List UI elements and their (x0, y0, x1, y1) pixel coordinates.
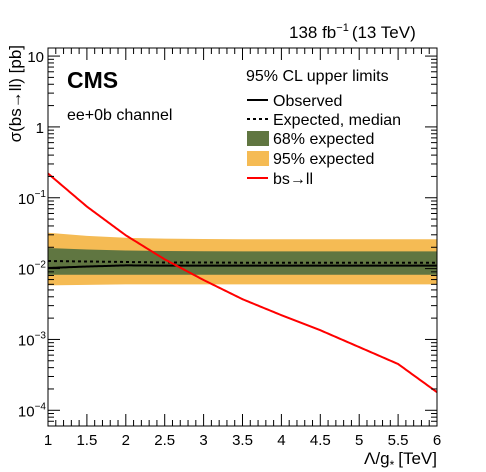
experiment-label: CMS (67, 67, 118, 93)
y-tick-label: 10−1 (18, 189, 47, 208)
x-tick-label: 1 (44, 432, 52, 449)
x-tick-label: 1.5 (76, 432, 97, 449)
y-tick-label: 10−2 (18, 260, 47, 279)
theory-bsll-line (48, 172, 437, 394)
x-tick-label: 4.5 (310, 432, 331, 449)
legend-label: Observed (273, 93, 342, 110)
x-tick-label: 2.5 (154, 432, 175, 449)
legend-title: 95% CL upper limits (246, 68, 389, 85)
y-tick-label: 10−3 (18, 330, 47, 349)
y-tick-label: 10 (27, 49, 44, 66)
observed-line (48, 264, 437, 269)
x-tick-label: 5.5 (388, 432, 409, 449)
x-tick-label: 2 (122, 432, 130, 449)
legend-label: bs→ll (273, 171, 313, 188)
plot-frame (47, 47, 438, 427)
y-tick-label: 10−4 (18, 401, 47, 420)
band-68-expected (48, 248, 437, 275)
x-tick-label: 3 (199, 432, 207, 449)
legend-label: Expected, median (273, 112, 401, 129)
x-axis-title: Λ/g* [TeV] (364, 449, 437, 472)
y-tick-label: 1 (36, 120, 44, 137)
luminosity-label: 138 fb−1 (13 TeV) (289, 22, 416, 42)
legend-label: 68% expected (273, 131, 374, 148)
x-tick-label: 6 (433, 432, 441, 449)
legend: 95% CL upper limits Observed Expected, me… (246, 68, 401, 188)
x-tick-label: 5 (355, 432, 363, 449)
y-axis-title: σ(bs→ll) [pb] (6, 45, 25, 142)
legend-swatch (247, 131, 269, 146)
x-tick-label: 3.5 (232, 432, 253, 449)
legend-swatch (247, 151, 269, 166)
expected-median-line (48, 260, 437, 264)
x-tick-label: 4 (277, 432, 285, 449)
channel-label: ee+0b channel (67, 107, 172, 124)
legend-label: 95% expected (273, 151, 374, 168)
